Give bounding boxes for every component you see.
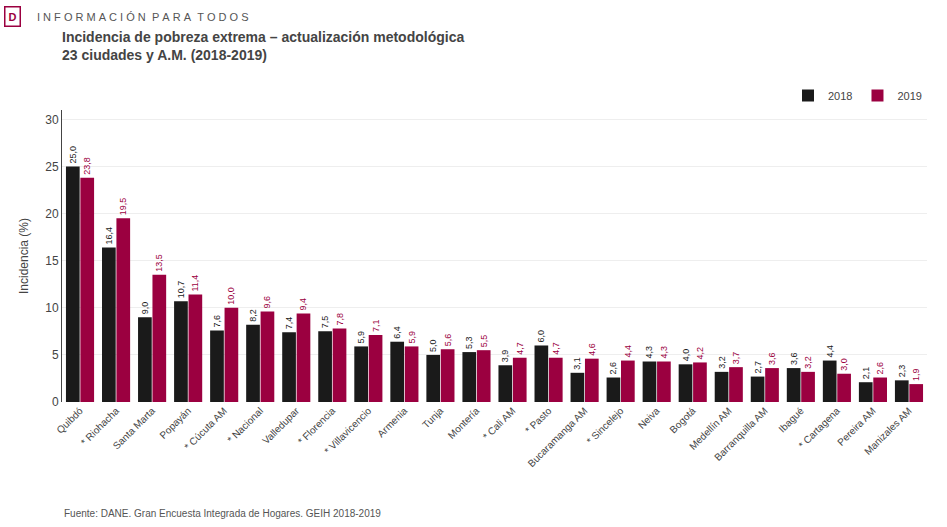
svg-text:* Florencia: * Florencia: [296, 405, 338, 447]
svg-text:Manizales AM: Manizales AM: [862, 405, 914, 457]
svg-text:* Sincelejo: * Sincelejo: [584, 405, 625, 446]
svg-text:Valledupar: Valledupar: [260, 405, 302, 447]
svg-text:7,4: 7,4: [284, 317, 294, 330]
svg-text:3,2: 3,2: [803, 356, 813, 369]
svg-text:10: 10: [45, 301, 59, 315]
svg-text:4,7: 4,7: [551, 342, 561, 355]
svg-text:3,6: 3,6: [767, 353, 777, 366]
svg-text:Bogotá: Bogotá: [667, 405, 697, 435]
svg-text:25,0: 25,0: [68, 146, 78, 164]
svg-text:I N F O R M A C I Ó N P A R A: I N F O R M A C I Ó N P A R A T O D O S: [37, 11, 248, 23]
svg-text:* Pasto: * Pasto: [523, 405, 554, 436]
svg-text:9,0: 9,0: [140, 302, 150, 315]
svg-text:5: 5: [52, 348, 59, 362]
svg-text:Ibagué: Ibagué: [776, 405, 806, 435]
svg-text:5,5: 5,5: [479, 335, 489, 348]
svg-text:2,6: 2,6: [875, 362, 885, 375]
svg-text:2,1: 2,1: [861, 367, 871, 380]
svg-text:6,4: 6,4: [392, 326, 402, 339]
svg-text:Quibdó: Quibdó: [54, 405, 85, 436]
svg-text:11,4: 11,4: [190, 275, 200, 292]
svg-text:8,2: 8,2: [248, 309, 258, 322]
svg-text:Popayán: Popayán: [157, 405, 193, 441]
svg-text:15: 15: [45, 254, 59, 268]
svg-text:9,4: 9,4: [298, 298, 308, 311]
svg-text:4,0: 4,0: [681, 349, 691, 362]
svg-text:Incidencia (%): Incidencia (%): [17, 218, 31, 294]
svg-text:16,4: 16,4: [104, 227, 114, 245]
svg-text:5,6: 5,6: [443, 334, 453, 347]
svg-text:30: 30: [45, 113, 59, 127]
svg-text:Medellín AM: Medellín AM: [687, 405, 734, 452]
svg-text:* Cúcuta AM: * Cúcuta AM: [182, 405, 229, 452]
svg-text:5,3: 5,3: [464, 337, 474, 350]
svg-text:* Nacional: * Nacional: [225, 405, 265, 445]
svg-text:4,4: 4,4: [825, 345, 835, 358]
svg-text:2,3: 2,3: [897, 365, 907, 378]
svg-text:0: 0: [52, 395, 59, 409]
svg-text:20: 20: [45, 207, 59, 221]
svg-text:* Riohacha: * Riohacha: [79, 405, 122, 448]
svg-text:6,0: 6,0: [536, 330, 546, 343]
svg-text:4,3: 4,3: [659, 346, 669, 359]
svg-text:10,0: 10,0: [226, 287, 236, 305]
svg-text:3,1: 3,1: [572, 357, 582, 370]
svg-text:Tunja: Tunja: [420, 405, 446, 431]
svg-text:3,9: 3,9: [500, 350, 510, 363]
svg-text:7,5: 7,5: [320, 316, 330, 329]
svg-text:3,7: 3,7: [731, 352, 741, 365]
svg-text:2,7: 2,7: [753, 361, 763, 374]
svg-text:4,2: 4,2: [695, 347, 705, 360]
svg-text:Pereira AM: Pereira AM: [835, 405, 878, 448]
svg-text:5,0: 5,0: [428, 339, 438, 352]
svg-text:4,6: 4,6: [587, 343, 597, 356]
svg-text:Fuente: DANE. Gran Encuesta In: Fuente: DANE. Gran Encuesta Integrada de…: [64, 508, 381, 519]
svg-text:Barranquilla AM: Barranquilla AM: [712, 405, 770, 463]
svg-text:7,6: 7,6: [212, 315, 222, 328]
svg-text:7,8: 7,8: [335, 313, 345, 326]
svg-text:* Villavicencio: * Villavicencio: [322, 405, 374, 457]
svg-text:2,6: 2,6: [608, 362, 618, 375]
svg-text:9,6: 9,6: [262, 296, 272, 309]
svg-text:5,9: 5,9: [356, 331, 366, 344]
svg-text:4,3: 4,3: [644, 346, 654, 359]
svg-text:* Cali AM: * Cali AM: [481, 405, 518, 442]
svg-text:Armenia: Armenia: [375, 405, 409, 439]
svg-text:D: D: [9, 11, 17, 23]
svg-text:23,8: 23,8: [82, 157, 92, 175]
svg-text:25: 25: [45, 160, 59, 174]
svg-text:Montería: Montería: [446, 405, 482, 441]
svg-text:4,7: 4,7: [515, 342, 525, 355]
svg-text:Bucaramanga AM: Bucaramanga AM: [526, 405, 590, 469]
svg-text:2018: 2018: [828, 90, 852, 102]
svg-text:13,5: 13,5: [154, 254, 164, 272]
svg-text:Santa Marta: Santa Marta: [111, 405, 158, 452]
svg-text:Neiva: Neiva: [636, 405, 662, 431]
svg-text:Incidencia de pobreza extrema: Incidencia de pobreza extrema – actualiz…: [62, 29, 464, 63]
svg-text:5,9: 5,9: [407, 331, 417, 344]
svg-text:* Cartagena: * Cartagena: [796, 405, 842, 451]
svg-text:3,0: 3,0: [839, 358, 849, 371]
svg-text:3,6: 3,6: [789, 353, 799, 366]
svg-text:10,7: 10,7: [176, 281, 186, 299]
svg-text:4,4: 4,4: [623, 345, 633, 358]
svg-text:19,5: 19,5: [118, 198, 128, 216]
svg-text:2019: 2019: [897, 90, 921, 102]
svg-text:1,9: 1,9: [911, 369, 921, 382]
svg-text:3,2: 3,2: [717, 356, 727, 369]
svg-text:7,1: 7,1: [371, 320, 381, 333]
